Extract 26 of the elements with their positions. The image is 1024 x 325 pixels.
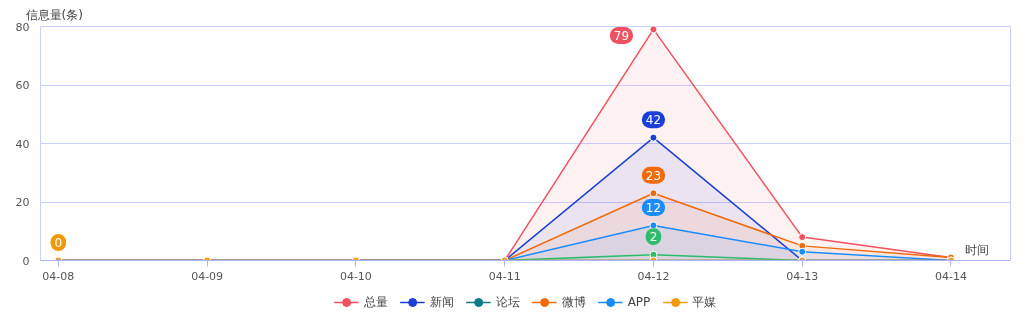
x-tick-label: 04-14: [935, 269, 967, 283]
annotation: 23: [645, 168, 662, 183]
legend-label: APP: [627, 295, 651, 309]
x-tick-label: 04-10: [339, 269, 372, 283]
annotation: 0: [54, 236, 63, 250]
x-tick-label: 04-11: [488, 269, 521, 283]
annotation: 79: [613, 28, 630, 43]
x-axis-title: 时间: [964, 242, 989, 257]
legend-label: 平媒: [692, 293, 717, 311]
legend-label: 新闻: [429, 293, 454, 311]
legend-label: 论坛: [495, 293, 520, 311]
annotation: 2: [649, 230, 658, 245]
x-tick-label: 04-08: [42, 269, 75, 283]
x-tick-label: 04-13: [786, 269, 819, 283]
y-tick-label: 80: [15, 20, 30, 34]
y-axis-title: 信息量(条): [25, 7, 83, 22]
x-tick-label: 04-09: [191, 269, 224, 283]
legend-label: 微博: [561, 293, 586, 311]
legend-label: 总量: [363, 293, 388, 311]
y-tick-label: 20: [15, 196, 30, 209]
x-tick-label: 04-12: [637, 269, 670, 283]
y-tick-label: 0: [22, 254, 30, 268]
y-tick-label: 40: [15, 137, 30, 151]
annotation: 42: [645, 113, 662, 128]
y-tick-label: 60: [15, 79, 30, 92]
annotation: 12: [645, 200, 662, 215]
